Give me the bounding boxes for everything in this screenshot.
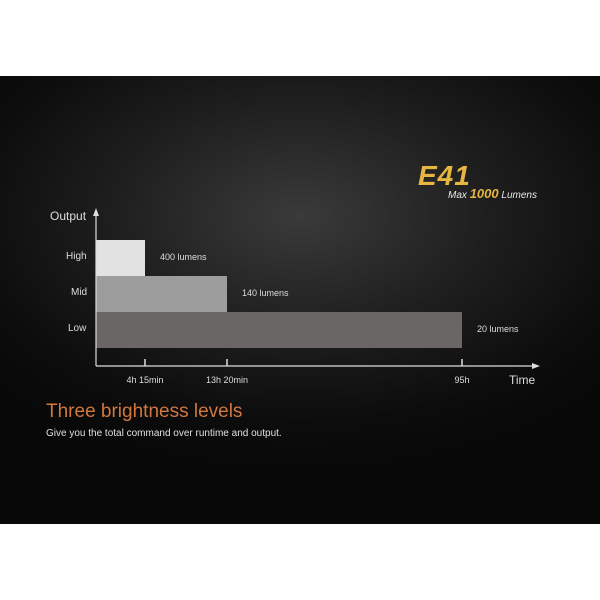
x-axis-label: Time	[509, 373, 536, 387]
data-label: 20 lumens	[477, 324, 519, 334]
data-label: 140 lumens	[242, 288, 289, 298]
max-suffix: Lumens	[501, 190, 537, 201]
bar-low	[96, 312, 462, 348]
max-prefix: Max	[448, 190, 467, 201]
category-label: Low	[68, 323, 87, 334]
data-label: 400 lumens	[160, 252, 207, 262]
y-axis-arrow-icon	[93, 208, 99, 216]
category-label: High	[66, 251, 87, 262]
bar-mid	[96, 276, 227, 312]
caption-title: Three brightness levels	[46, 401, 243, 422]
x-tick-label: 13h 20min	[205, 375, 249, 385]
x-tick-label: 95h	[454, 375, 470, 385]
bar-high	[96, 240, 145, 276]
x-axis-arrow-icon	[532, 363, 540, 369]
max-value: 1000	[469, 186, 499, 201]
x-tick-label: 4h 15min	[126, 375, 164, 385]
max-lumens: Max 1000 Lumens	[448, 186, 537, 201]
product-logo: E41	[418, 160, 471, 191]
caption-subtitle: Give you the total command over runtime …	[46, 428, 282, 439]
category-label: Mid	[71, 287, 88, 298]
y-axis-label: Output	[50, 209, 87, 223]
